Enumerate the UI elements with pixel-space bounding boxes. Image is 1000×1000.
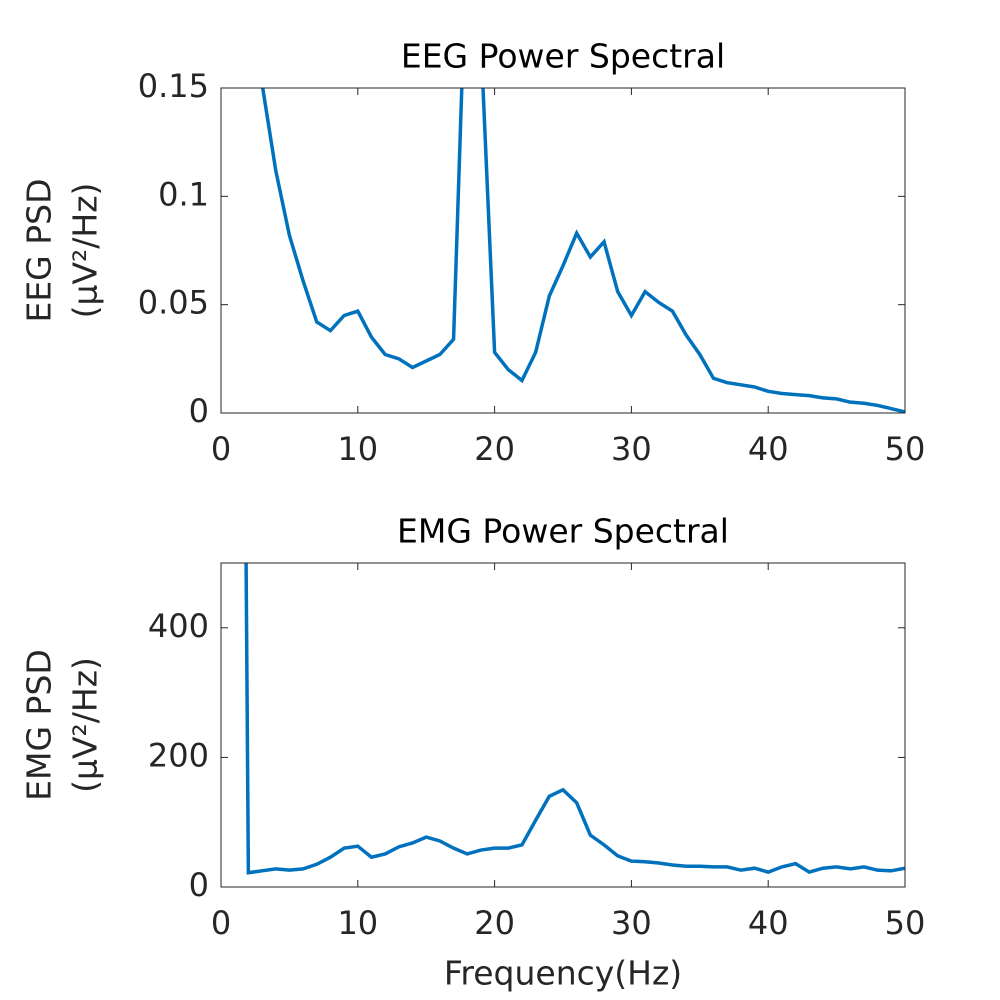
data-line: [260, 88, 905, 413]
x-tick-label: 50: [885, 430, 926, 468]
x-tick-label: 50: [885, 904, 926, 942]
y-axis-label: (μV²/Hz): [66, 657, 105, 793]
x-axis-label: Frequency(Hz): [444, 954, 682, 993]
axes-box: [220, 562, 906, 888]
plot-area: [221, 88, 905, 413]
axes-box: [220, 87, 906, 414]
subplot-title: EMG Power Spectral: [397, 512, 729, 551]
y-tick-label: 200: [148, 736, 209, 774]
subplot-title: EEG Power Spectral: [401, 37, 725, 76]
subplot: 0 10 20 30 40 50 0 0.05 0.1 0.15 EEG Power Spectra…: [20, 37, 926, 469]
x-tick-label: 30: [611, 904, 652, 942]
x-tick-label: 20: [474, 430, 515, 468]
plot-area: [221, 563, 905, 887]
y-tick-label: 0: [189, 392, 209, 430]
x-tick-label: 30: [611, 430, 652, 468]
y-tick-label: 0: [189, 866, 209, 904]
y-tick-label: 0.1: [158, 175, 209, 213]
x-tick-label: 40: [748, 904, 789, 942]
x-tick-label: 20: [474, 904, 515, 942]
x-tick-label: 0: [211, 904, 231, 942]
x-tick-label: 40: [748, 430, 789, 468]
x-tick-label: 10: [337, 430, 378, 468]
x-tick-label: 10: [337, 904, 378, 942]
y-axis-label: EMG PSD: [20, 649, 59, 801]
data-line: [244, 563, 905, 875]
y-axis-label: (μV²/Hz): [66, 183, 105, 319]
subplot: 0 10 20 30 40 50 0 200 400 EMG Power Spectral EMG …: [20, 512, 926, 993]
y-axis-label: EEG PSD: [20, 178, 59, 322]
y-tick-label: 0.15: [138, 67, 209, 105]
y-tick-label: 0.05: [138, 284, 209, 322]
y-tick-label: 400: [148, 607, 209, 645]
x-tick-label: 0: [211, 430, 231, 468]
